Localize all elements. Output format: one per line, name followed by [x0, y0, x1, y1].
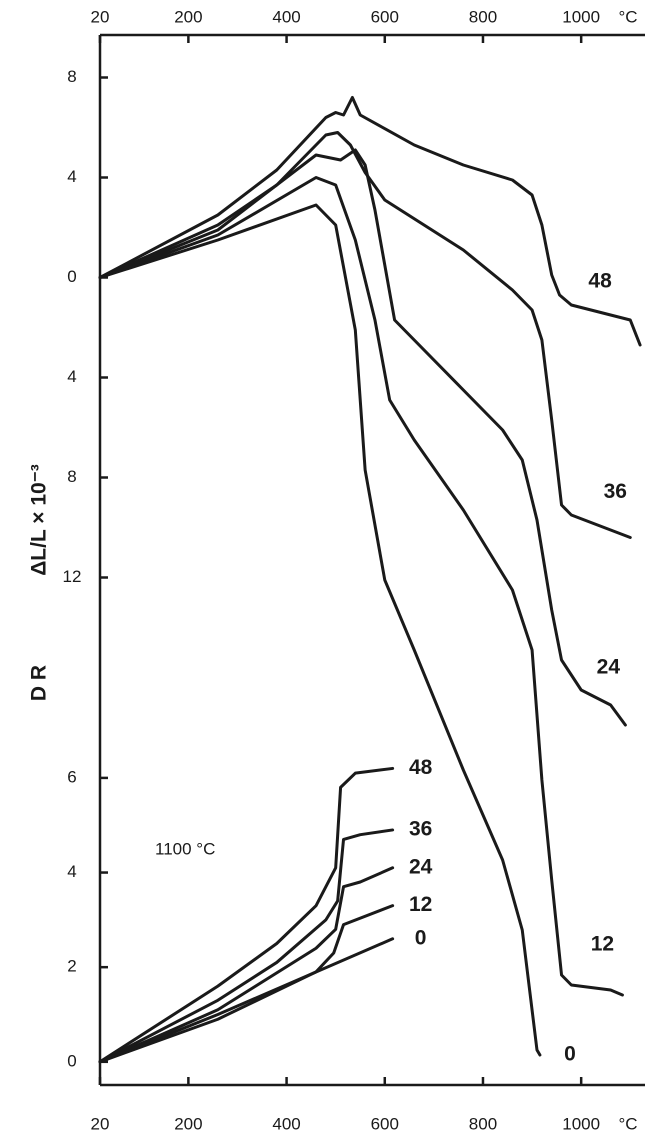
series-line: [98, 904, 395, 1064]
series-label: 48: [588, 270, 612, 293]
x-tick-label: 600: [371, 7, 399, 26]
series-label: 36: [409, 817, 432, 840]
y-tick-label: 0: [67, 267, 76, 286]
series-line: [98, 828, 395, 1064]
x-tick-label: 600: [371, 1114, 399, 1133]
y-tick-label: 4: [67, 167, 76, 186]
x-tick-label: 200: [174, 7, 202, 26]
series-label: 12: [591, 933, 614, 956]
x-tick-label: 1000: [562, 1114, 600, 1133]
x-tick-label: 800: [469, 7, 497, 26]
series-line: [98, 148, 627, 727]
series-line: [98, 131, 632, 539]
y2-tick-label: 4: [67, 862, 76, 881]
series-label: 36: [604, 480, 627, 503]
y2-tick-label: 6: [67, 767, 76, 786]
y2-tick-label: 2: [67, 957, 76, 976]
series-label: 48: [409, 756, 433, 779]
series-label: 0: [415, 926, 427, 949]
series-label: 0: [564, 1043, 576, 1066]
y-axis-label: ΔL/L × 10⁻³: [28, 464, 51, 576]
series-line: [98, 203, 542, 1057]
series-line: [98, 866, 395, 1064]
series-line: [98, 96, 642, 347]
x-tick-label: 1000: [562, 7, 600, 26]
y-tick-label: 8: [67, 467, 76, 486]
x-tick-label: 800: [469, 1114, 497, 1133]
series-line: [98, 766, 395, 1064]
x-tick-label: 200: [174, 1114, 202, 1133]
series-label: 24: [597, 656, 621, 679]
x-tick-label: 400: [272, 7, 300, 26]
annotation: 1100 °C: [155, 839, 215, 858]
series-line: [98, 176, 624, 997]
series-line: [98, 937, 395, 1064]
x-tick-label: 20: [91, 7, 110, 26]
x-tick-label: 20: [91, 1114, 110, 1133]
y-tick-label: 4: [67, 367, 76, 386]
y2-axis-label: D R: [28, 665, 51, 701]
y-tick-label: 8: [67, 67, 76, 86]
y-tick-label: 12: [63, 567, 82, 586]
x-unit-top: °C: [618, 7, 637, 26]
x-unit-bottom: °C: [618, 1114, 637, 1133]
series-label: 24: [409, 855, 433, 878]
x-tick-label: 400: [272, 1114, 300, 1133]
series-label: 12: [409, 893, 432, 916]
y2-tick-label: 0: [67, 1051, 76, 1070]
